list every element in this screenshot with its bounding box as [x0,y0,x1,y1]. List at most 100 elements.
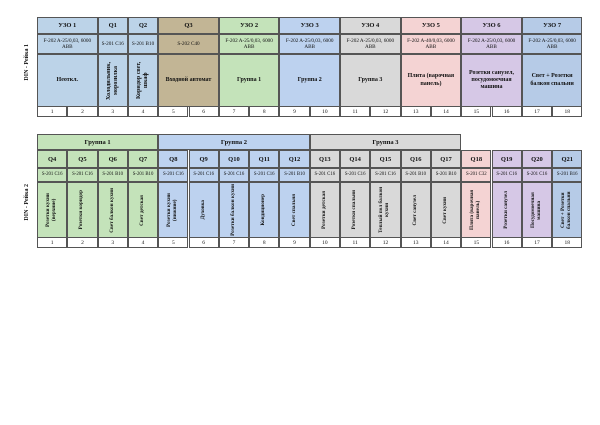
rail1-device-cell: F-202 A-25/0,03, 6000 ABB [461,34,522,54]
rail1-id-cell: Q2 [127,17,159,34]
rail1-function-text: Входной автомат [165,76,212,83]
rail2-function-cell: Свет спальня [279,182,310,238]
rail2-function-cell: Свет + Розетки балкон спальни [552,182,583,238]
rail1-id-cell: УЗО 5 [400,17,462,34]
rail2-device-cell: S-201 B10 [400,168,431,182]
rail2-device-cell: S-201 C16 [249,168,280,182]
rail2-id-cell: Q8 [158,150,189,168]
rail2-device-cell: S-201 C16 [188,168,219,182]
rail2-position-number: 3 [97,238,128,248]
rail1-device-cell: S-202 C40 [158,34,219,54]
rail2-device-cell: S-201 C16 [370,168,401,182]
rail2-position-number: 2 [67,238,98,248]
rail1-device-cell: S-201 B10 [127,34,159,54]
rail2-position-number: 13 [400,238,431,248]
rail1-function-cell: Свет + Розетки балкон спальни [521,54,583,107]
rail2-group-header: Группа 1 [37,134,159,150]
rail1-position-number: 1 [37,107,68,117]
rail2-function-text: Розетки санузел [502,191,509,229]
rail2-function-cell: Розетки спальни [340,182,371,238]
rail1-function-text: Свет + Розетки балкон спальни [530,73,574,87]
rail1-function-text: Группа 1 [237,76,262,83]
rail2-function-text: Свет + Розетки балкон спальни [560,191,573,229]
rail1-device-cell: S-201 C16 [97,34,128,54]
rail1-position-number: 14 [430,107,462,117]
rail2-device-cell: S-201 C16 [491,168,522,182]
rail2-position-number: 8 [249,238,280,248]
rail2-device-cell: S-201 C16 [37,168,68,182]
rail1-device-cell: F-202 A-25/0,03, 6000 ABB [218,34,280,54]
rail1-position-number: 3 [97,107,128,117]
rail2-id-cell: Q18 [461,150,492,168]
rail1-device-cell: F-202 A-25/0,03, 6000 ABB [37,34,98,54]
rail1-label-box: DIN - Рейка 1 [20,17,34,107]
rail2-id-cell: Q10 [218,150,250,168]
rail2-position-number: 10 [309,238,340,248]
rail2-position-number: 4 [127,238,159,248]
rail1-device-cell: F-202 A-40/0,03, 6000 ABB [400,34,462,54]
rail2-function-text: Посудомоечная машина [529,192,542,228]
rail1-function-text: Плита (варочная панель) [407,73,455,87]
rail2-function-cell: Посудомоечная машина [521,182,553,238]
rail2-position-number: 11 [340,238,371,248]
rail2-position-number: 1 [37,238,68,248]
rail2-position-number: 12 [370,238,401,248]
rail2-function-cell: Свет кухни [430,182,462,238]
rail2-device-cell: S-201 B16 [552,168,583,182]
rail1-id-cell: УЗО 2 [218,17,280,34]
rail2-function-cell: Свет детская [127,182,159,238]
rail2-id-cell: Q6 [97,150,128,168]
rail2-id-cell: Q17 [430,150,462,168]
rail2-function-text: Свет спальня [290,193,297,227]
rail2-function-cell: Кондиционер [249,182,280,238]
rail1-position-number: 11 [340,107,371,117]
rail1-position-number: 7 [218,107,250,117]
rail1-id-cell: УЗО 6 [461,17,522,34]
rail1-position-number: 10 [309,107,340,117]
rail2-id-cell: Q19 [491,150,522,168]
rail1-position-number: 6 [188,107,219,117]
rail1-function-cell: Неоткл. [37,54,98,107]
rail2-id-cell: Q14 [340,150,371,168]
rail2-function-cell: Свет балкон кухни [97,182,128,238]
rail2-id-cell: Q12 [279,150,310,168]
rail2-device-cell: S-201 C16 [340,168,371,182]
rail2-function-text: Розетки детская [320,191,327,229]
rail2-position-number: 9 [279,238,310,248]
rail1-function-cell: Розетки санузел, посудомоечная машина [461,54,522,107]
rail2-id-cell: Q21 [552,150,583,168]
rail1-position-number: 4 [127,107,159,117]
rail2-position-number: 17 [521,238,553,248]
rail1-position-number: 8 [249,107,280,117]
rail1-function-cell: Холодильник, морозилка [97,54,128,107]
rail2-position-number: 7 [218,238,250,248]
rail1-function-cell: Группа 2 [279,54,340,107]
rail1-position-number: 17 [521,107,553,117]
rail1-id-cell: Q1 [97,17,128,34]
rail1-device-cell: F-202 A-25/0,03, 6000 ABB [340,34,401,54]
rail2-device-cell: S-201 C16 [67,168,98,182]
rail1-device-cell: F-202 A-25/0,03, 6000 ABB [279,34,340,54]
rail2-device-cell: S-201 C16 [309,168,340,182]
rail2-id-cell: Q7 [127,150,159,168]
rail1-function-cell: Входной автомат [158,54,219,107]
rail2-id-cell: Q16 [400,150,431,168]
rail2-function-text: Плита (варочная панель) [469,189,482,231]
rail2-position-number: 6 [188,238,219,248]
rail2-function-cell: Розетки коридор [67,182,98,238]
rail1-position-number: 15 [461,107,492,117]
rail1-function-text: Розетки санузел, посудомоечная машина [468,69,515,91]
rail1-position-number: 2 [67,107,98,117]
rail2-function-cell: Плита (варочная панель) [461,182,492,238]
rail1-id-cell: УЗО 3 [279,17,340,34]
rail1-function-cell: Коридор свет, шкаф [127,54,159,107]
rail2-device-cell: S-201 C16 [158,168,189,182]
rail1-device-cell: F-202 A-25/0,03, 6000 ABB [521,34,583,54]
rail2-device-cell: S-201 B10 [127,168,159,182]
rail2-function-text: Теплый пол балкон кухни [378,186,391,234]
rail2-id-cell: Q9 [188,150,219,168]
rail1-position-number: 16 [491,107,522,117]
rail1-function-text: Коридор свет, шкаф [135,61,150,100]
rail2-group-header: Группа 2 [158,134,310,150]
rail2-position-number: 5 [158,238,189,248]
